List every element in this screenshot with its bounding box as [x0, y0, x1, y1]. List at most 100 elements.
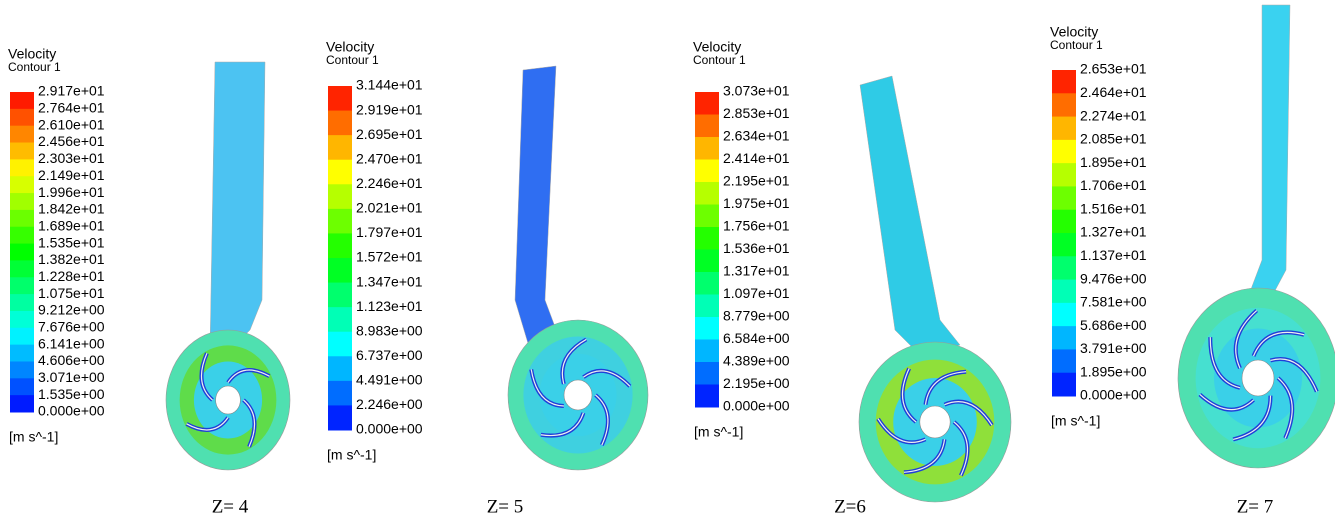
colorbar-segment [695, 294, 719, 318]
legend-title: Velocity [8, 46, 56, 62]
blade-edge [877, 418, 926, 443]
legend-title: Velocity [693, 39, 741, 55]
colorbar-label: 2.764e+01 [38, 100, 105, 116]
colorbar-segment [328, 233, 352, 259]
colorbar-segment [695, 114, 719, 138]
blade-edge [561, 338, 587, 385]
colorbar-label: 0.000e+00 [1080, 387, 1147, 403]
colorbar-label: 3.144e+01 [356, 77, 423, 93]
colorbar-segment [695, 362, 719, 385]
colorbar-segment [10, 226, 34, 245]
colorbar-label: 1.123e+01 [356, 298, 423, 314]
colorbar-label: 1.327e+01 [1080, 224, 1147, 240]
colorbar-label: 4.606e+00 [38, 352, 105, 368]
colorbar-label: 2.274e+01 [1080, 107, 1147, 123]
blade-edge [1277, 377, 1293, 439]
colorbar-segment [10, 92, 34, 110]
colorbar-segment [10, 176, 34, 194]
blade-edge [186, 417, 229, 431]
unit-label: [m s^-1] [1051, 413, 1100, 429]
colorbar-segment [10, 395, 34, 413]
colorbar-label: 2.195e+01 [723, 173, 790, 189]
colorbar-label: 1.347e+01 [356, 273, 423, 289]
colorbar-label: 1.895e+01 [1080, 154, 1147, 170]
colorbar-segment [1052, 256, 1076, 281]
blade-edge [944, 401, 993, 426]
colorbar-segment [695, 227, 719, 250]
legend-subtitle: Contour 1 [326, 53, 379, 67]
colorbar-segment [328, 135, 352, 161]
blade-edge [540, 412, 584, 437]
unit-label: [m s^-1] [9, 429, 58, 445]
hub [215, 385, 241, 415]
blade-edge [243, 399, 256, 448]
colorbar-segment [1052, 70, 1076, 94]
blade-edge [1270, 358, 1318, 392]
colorbar-segment [10, 344, 34, 362]
colorbar-label: 2.919e+01 [356, 101, 423, 117]
caption: Z= 5 [487, 496, 524, 517]
colorbar-label: 1.317e+01 [723, 263, 790, 279]
legend-subtitle: Contour 1 [693, 53, 746, 67]
colorbar-label: 1.842e+01 [38, 201, 105, 217]
colorbar-label: 1.137e+01 [1080, 247, 1147, 263]
colorbar-label: 8.779e+00 [723, 308, 790, 324]
colorbar-label: 8.983e+00 [356, 322, 423, 338]
colorbar-label: 1.535e+01 [38, 234, 105, 250]
colorbar-segment [328, 184, 352, 210]
blade-edge [530, 369, 564, 407]
blade-edge [1199, 394, 1254, 411]
colorbar-segment [695, 182, 719, 205]
blade-edge [903, 439, 946, 473]
colorbar-segment [1052, 163, 1076, 187]
colorbar-segment [1052, 302, 1076, 327]
colorbar-label: 3.071e+00 [38, 369, 105, 385]
colorbar-label: 1.797e+01 [356, 224, 423, 240]
legend-title: Velocity [1050, 24, 1098, 40]
colorbar-label: 5.686e+00 [1080, 317, 1147, 333]
colorbar-label: 1.516e+01 [1080, 200, 1147, 216]
colorbar-label: 7.676e+00 [38, 318, 105, 334]
colorbar-label: 2.149e+01 [38, 167, 105, 183]
caption: Z= 7 [1237, 496, 1274, 517]
colorbar-segment [328, 307, 352, 333]
caption: Z= 4 [212, 496, 249, 517]
colorbar-label: 6.584e+00 [723, 330, 790, 346]
colorbar-label: 1.572e+01 [356, 249, 423, 265]
colorbar-segment [695, 384, 719, 408]
colorbar-label: 6.737e+00 [356, 347, 423, 363]
colorbar-segment [695, 204, 719, 228]
colorbar-segment [10, 277, 34, 295]
hub [919, 405, 951, 439]
colorbar-segment [695, 317, 719, 340]
colorbar-label: 2.303e+01 [38, 150, 105, 166]
colorbar-label: 0.000e+00 [723, 398, 790, 414]
unit-label: [m s^-1] [694, 424, 743, 440]
unit-label: [m s^-1] [327, 447, 376, 463]
blade-edge [901, 368, 917, 423]
hub [563, 379, 593, 411]
colorbar-segment [1052, 93, 1076, 118]
colorbar-label: 2.853e+01 [723, 105, 790, 121]
colorbar-segment [10, 310, 34, 329]
blade-edge [1233, 395, 1272, 441]
colorbar-label: 2.021e+01 [356, 200, 423, 216]
colorbar-segment [695, 249, 719, 273]
legend-title: Velocity [326, 39, 374, 55]
colorbar-segment [10, 108, 34, 127]
colorbar-segment [328, 86, 352, 112]
caption: Z=6 [834, 496, 866, 517]
legend-subtitle: Contour 1 [8, 60, 61, 74]
colorbar-label: 1.756e+01 [723, 218, 790, 234]
blade-edge [595, 394, 609, 446]
colorbar-segment [328, 208, 352, 234]
colorbar-label: 4.389e+00 [723, 353, 790, 369]
colorbar-segment [1052, 372, 1076, 397]
colorbar-segment [10, 125, 34, 144]
colorbar-segment [1052, 209, 1076, 234]
outlet-pipe [1244, 4, 1291, 306]
